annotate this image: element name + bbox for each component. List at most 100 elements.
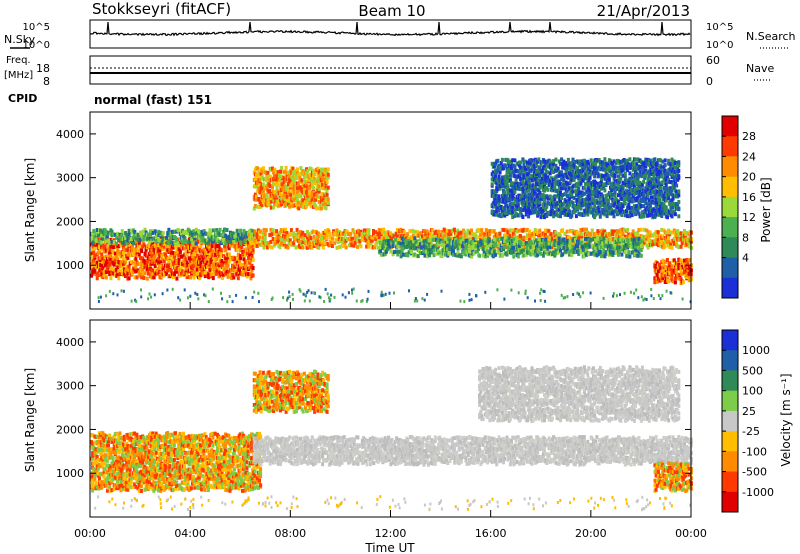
heatmap-cell [305,235,309,240]
heatmap-cell [207,240,211,245]
heatmap-cell [149,232,153,237]
heatmap-cell [643,240,647,245]
heatmap-cell [456,234,460,239]
heatmap-cell [146,232,150,237]
heatmap-cell [239,253,243,258]
heatmap-cell [207,231,211,236]
heatmap-cell [308,241,312,246]
heatmap-cell [223,260,227,265]
heatmap-cell [589,232,593,237]
heatmap-cell [217,263,221,268]
heatmap-cell [151,252,155,257]
heatmap-cell [100,272,104,277]
heatmap-cell [100,240,104,245]
heatmap-cell [219,273,223,278]
heatmap-cell [109,276,113,281]
heatmap-cell [255,235,259,240]
freq-right-tick-top: 60 [706,54,720,67]
heatmap-cell [452,227,456,232]
heatmap-cell [343,232,347,237]
heatmap-cell [191,231,195,236]
power-heatmap [90,157,693,304]
heatmap-cell [125,268,129,273]
heatmap-cell [311,229,315,234]
heatmap-cell [170,259,174,264]
nave-label: Nave [746,62,774,75]
heatmap-cell [181,243,185,248]
heatmap-cell [345,229,349,234]
heatmap-cell [288,232,292,237]
heatmap-cell [239,241,243,246]
heatmap-cell [324,229,328,233]
heatmap-cell [566,157,570,162]
heatmap-cell [263,235,267,240]
heatmap-cell [219,248,223,253]
heatmap-cell [181,254,185,259]
heatmap-cell [184,257,188,262]
heatmap-cell [575,233,579,237]
heatmap-cell [243,238,247,243]
heatmap-cell [211,276,215,281]
heatmap-cell [225,266,229,271]
heatmap-cell [345,236,349,241]
heatmap-cell [318,242,322,247]
heatmap-cell [264,228,268,233]
heatmap-cell [124,231,128,235]
heatmap-cell [338,239,342,244]
heatmap-cell [544,232,547,237]
heatmap-cell [376,231,380,236]
freq-right-tick-bottom: 0 [706,75,713,88]
heatmap-cell [239,248,243,253]
heatmap-cell [406,232,410,237]
heatmap-cell [189,261,192,266]
heatmap-cell [375,240,379,245]
heatmap-cell [141,239,145,244]
heatmap-cell [234,268,238,273]
heatmap-cell [207,275,211,280]
heatmap-cell [217,266,221,271]
heatmap-cell [234,232,238,237]
heatmap-cell [245,234,249,239]
heatmap-cell [150,268,154,273]
heatmap-cell [238,267,241,272]
heatmap-cell [240,245,244,250]
heatmap-cell [370,235,374,240]
heatmap-cell [175,247,179,252]
heatmap-cell [219,233,223,238]
heatmap-cell [187,228,191,233]
heatmap-cell [441,232,445,237]
heatmap-cell [251,229,255,234]
heatmap-cell [284,165,288,170]
heatmap-cell [193,231,197,236]
heatmap-cell [199,264,203,269]
heatmap-cell [150,242,154,247]
heatmap-cell [132,260,136,265]
heatmap-cell [170,229,174,234]
heatmap-cell [446,228,449,233]
heatmap-cell [462,235,465,240]
heatmap-cell [172,251,175,255]
heatmap-cell [310,245,314,250]
heatmap-cell [603,157,607,162]
heatmap-cell [101,236,105,241]
heatmap-cell [500,157,504,162]
heatmap-cell [249,271,253,276]
heatmap-cell [185,272,189,277]
heatmap-cell [123,247,126,252]
heatmap-cell [251,266,255,271]
heatmap-cell [203,274,207,279]
heatmap-cell [208,228,212,233]
heatmap-cell [142,234,146,239]
heatmap-cell [585,227,588,232]
heatmap-cell [236,232,240,237]
heatmap-cell [286,238,290,242]
heatmap-cell [168,234,172,238]
heatmap-cell [362,228,366,233]
heatmap-cell [335,245,339,250]
heatmap-cell [134,269,138,274]
heatmap-cell [206,246,210,251]
heatmap-cell [98,250,101,254]
heatmap-cell [590,228,594,233]
heatmap-cell [152,248,156,253]
heatmap-cell [609,239,612,244]
